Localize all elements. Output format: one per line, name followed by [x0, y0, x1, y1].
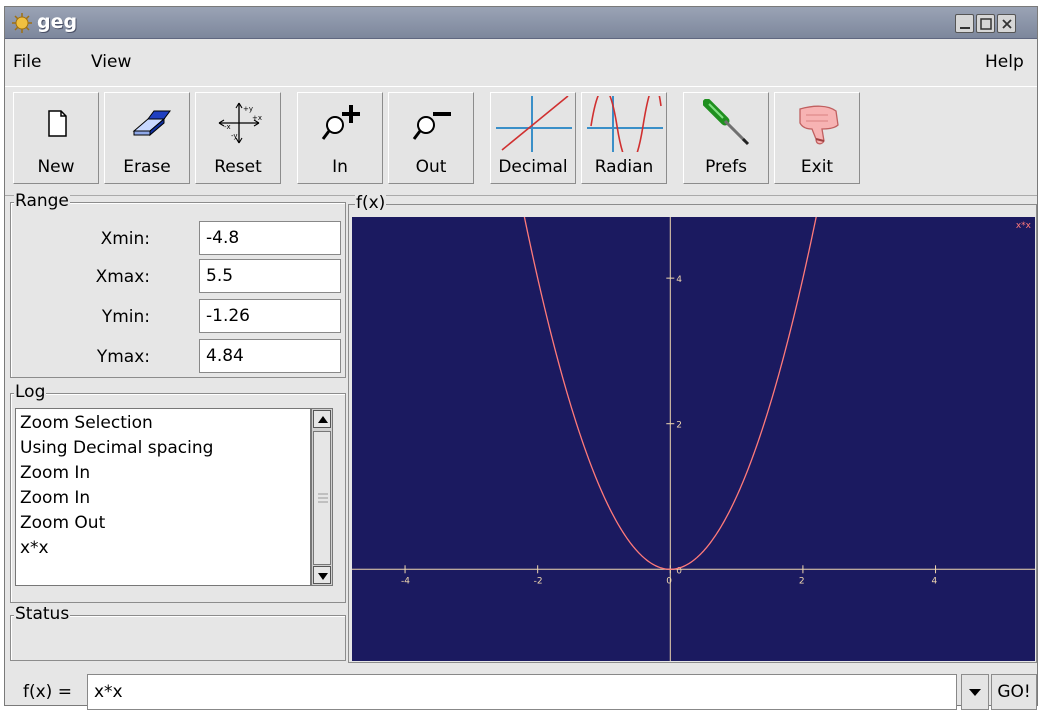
- log-line: Zoom In: [20, 488, 91, 508]
- log-line: Zoom Selection: [20, 413, 153, 433]
- history-dropdown-button[interactable]: [961, 674, 989, 710]
- curve-x-squared: [523, 217, 817, 570]
- exit-button[interactable]: Exit: [774, 92, 860, 184]
- scroll-down-button[interactable]: [313, 566, 331, 584]
- xmin-input[interactable]: [199, 221, 341, 255]
- reset-label: Reset: [214, 157, 262, 177]
- prefs-label: Prefs: [705, 157, 747, 177]
- ymax-label: Ymax:: [96, 347, 150, 367]
- toolbar: New Erase +y +x -x -y Reset: [5, 86, 1037, 196]
- radian-wave-icon: [587, 96, 663, 152]
- range-frame: Range: [10, 191, 346, 378]
- zoom-out-label: Out: [415, 157, 447, 177]
- y-tick-label: 4: [676, 275, 682, 285]
- legend-label: x*x: [1016, 221, 1032, 231]
- close-button[interactable]: [997, 14, 1016, 33]
- erase-label: Erase: [123, 157, 171, 177]
- plot-svg[interactable]: -4 -2 0 2 4 0 2 4 x*x: [352, 217, 1035, 661]
- x-tick-label: -2: [534, 576, 543, 586]
- log-list[interactable]: Zoom Selection Using Decimal spacing Zoo…: [15, 408, 311, 586]
- chevron-down-icon: [969, 689, 981, 696]
- arrow-up-icon: [318, 416, 328, 423]
- graph-frame: f(x): [348, 193, 1037, 663]
- thumbs-down-icon: [799, 105, 839, 145]
- eraser-icon: [132, 110, 171, 137]
- log-frame: Log Zoom Selection Using Decimal spacing…: [10, 382, 346, 603]
- window-title: geg: [37, 11, 78, 33]
- minimize-button[interactable]: [955, 14, 974, 33]
- log-line: Zoom Out: [20, 513, 106, 533]
- exit-label: Exit: [800, 157, 834, 177]
- svg-text:-x: -x: [224, 123, 231, 131]
- y-tick-label: 2: [676, 421, 682, 431]
- xmax-label: Xmax:: [95, 267, 150, 287]
- screwdriver-icon: [703, 99, 750, 146]
- arrow-down-icon: [318, 573, 328, 580]
- go-button[interactable]: GO!: [991, 674, 1037, 710]
- log-line: Using Decimal spacing: [20, 438, 214, 458]
- svg-text:-y: -y: [231, 132, 238, 140]
- grip-icon: [318, 493, 328, 503]
- function-input[interactable]: [87, 674, 957, 710]
- x-tick-label: 0: [666, 576, 672, 586]
- erase-button[interactable]: Erase: [104, 92, 190, 184]
- maximize-button[interactable]: [976, 14, 995, 33]
- y-tick-label: 0: [676, 566, 682, 576]
- ymax-input[interactable]: [199, 339, 341, 373]
- decimal-grid-icon: [496, 96, 572, 152]
- radian-button[interactable]: Radian: [581, 92, 667, 184]
- xmin-label: Xmin:: [100, 229, 150, 249]
- app-icon: [12, 13, 32, 33]
- log-line: x*x: [20, 538, 49, 558]
- xmax-input[interactable]: [199, 259, 341, 293]
- reset-axes-icon: +y +x -x -y: [218, 102, 262, 144]
- fx-label: f(x) =: [23, 682, 72, 702]
- prefs-button[interactable]: Prefs: [683, 92, 769, 184]
- decimal-label: Decimal: [498, 157, 568, 177]
- log-title: Log: [14, 382, 47, 402]
- svg-text:+x: +x: [252, 114, 262, 122]
- x-tick-label: 2: [799, 576, 805, 586]
- decimal-button[interactable]: Decimal: [490, 92, 576, 184]
- maximize-icon: [980, 18, 992, 30]
- new-label: New: [37, 157, 75, 177]
- close-icon: [1002, 19, 1012, 29]
- menu-file[interactable]: File: [13, 52, 42, 72]
- scroll-up-button[interactable]: [313, 410, 331, 428]
- app-window: geg File View Help New: [4, 6, 1038, 710]
- zoom-out-button[interactable]: Out: [388, 92, 474, 184]
- range-title: Range: [14, 191, 70, 211]
- zoom-in-label: In: [332, 157, 348, 177]
- log-scrollbar[interactable]: [311, 408, 333, 586]
- new-document-icon: [48, 110, 67, 137]
- zoom-in-button[interactable]: In: [297, 92, 383, 184]
- ymin-input[interactable]: [199, 299, 341, 333]
- zoom-in-icon: [321, 105, 360, 140]
- menu-view[interactable]: View: [91, 52, 132, 72]
- minimize-icon: [960, 27, 970, 29]
- reset-button[interactable]: +y +x -x -y Reset: [195, 92, 281, 184]
- graph-title: f(x): [355, 193, 387, 213]
- status-title: Status: [14, 604, 71, 624]
- graph-canvas[interactable]: -4 -2 0 2 4 0 2 4 x*x: [352, 217, 1035, 661]
- zoom-out-icon: [412, 112, 451, 140]
- status-frame: Status: [10, 604, 346, 661]
- menu-bar: File View Help: [5, 40, 1037, 86]
- ymin-label: Ymin:: [101, 307, 150, 327]
- x-tick-label: 4: [932, 576, 938, 586]
- scroll-thumb[interactable]: [313, 431, 331, 565]
- x-tick-label: -4: [401, 576, 410, 586]
- menu-help[interactable]: Help: [985, 52, 1024, 72]
- title-bar[interactable]: geg: [5, 7, 1037, 39]
- log-line: Zoom In: [20, 463, 91, 483]
- radian-label: Radian: [594, 157, 654, 177]
- svg-text:+y: +y: [243, 105, 253, 113]
- new-button[interactable]: New: [13, 92, 99, 184]
